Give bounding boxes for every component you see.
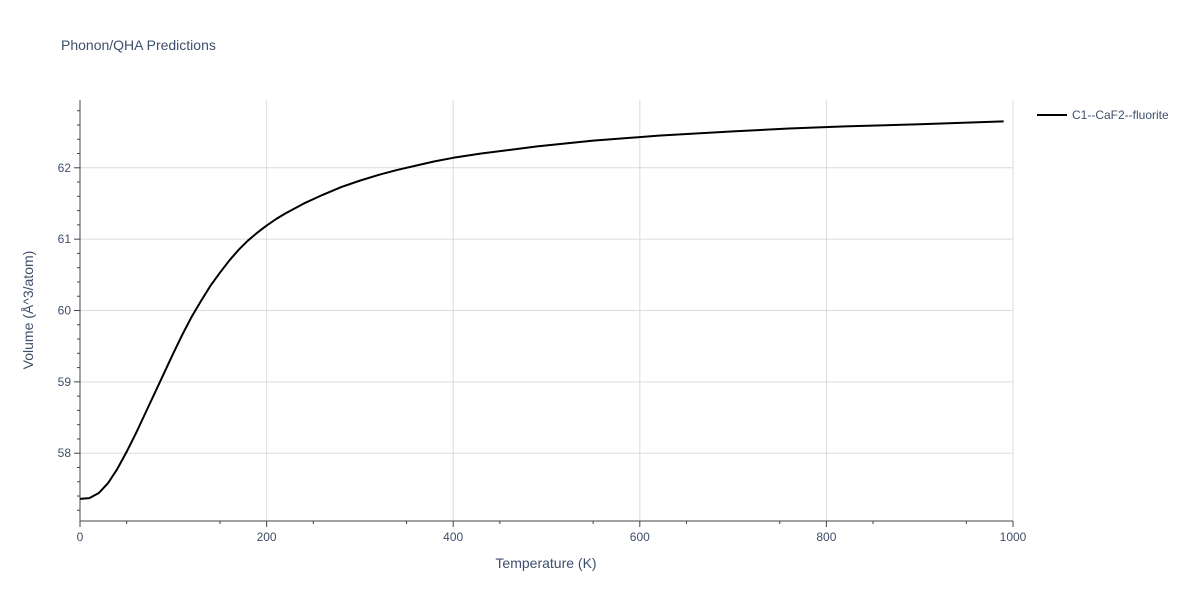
- y-axis-title: Volume (Å^3/atom): [20, 251, 36, 370]
- x-tick-label: 600: [630, 530, 650, 544]
- y-tick-label: 58: [58, 446, 72, 460]
- y-tick-label: 60: [58, 304, 72, 318]
- series-layer: [79, 120, 1004, 500]
- y-tick-label: 62: [58, 161, 72, 175]
- legend-label[interactable]: C1--CaF2--fluorite: [1072, 108, 1169, 122]
- grid: [80, 100, 1014, 521]
- axes: 0 200 400 600 800 1000 58 59 60 61 62: [58, 100, 1027, 544]
- chart-title: Phonon/QHA Predictions: [61, 37, 216, 53]
- y-tick-label: 59: [58, 375, 72, 389]
- x-axis-title: Temperature (K): [495, 555, 596, 571]
- legend[interactable]: C1--CaF2--fluorite: [1037, 108, 1169, 122]
- x-tick-label: 1000: [1000, 530, 1027, 544]
- y-tick-label: 61: [58, 232, 72, 246]
- x-tick-label: 400: [443, 530, 463, 544]
- x-tick-label: 200: [257, 530, 277, 544]
- x-tick-label: 800: [816, 530, 836, 544]
- series-line: [79, 120, 1004, 500]
- x-tick-label: 0: [77, 530, 84, 544]
